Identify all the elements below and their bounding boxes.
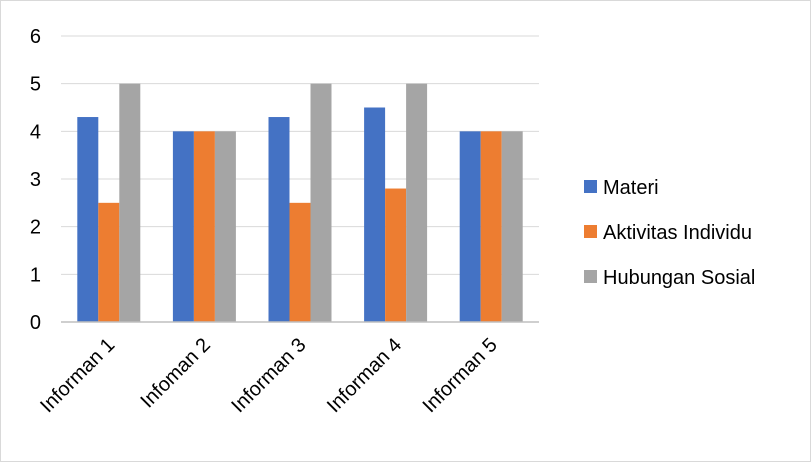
x-tick-label: Informan 5 <box>419 334 502 417</box>
bar <box>385 188 407 322</box>
legend-swatch <box>584 180 597 193</box>
bar <box>406 83 428 323</box>
bar <box>364 107 386 322</box>
bar <box>98 202 120 322</box>
y-tick-label: 4 <box>30 121 41 143</box>
x-tick-label: Informan 1 <box>36 334 119 417</box>
x-tick-label: Informan 4 <box>323 334 406 417</box>
legend-label: Materi <box>603 177 659 199</box>
bar <box>501 131 523 322</box>
bar <box>193 131 215 322</box>
bar <box>310 83 332 323</box>
y-tick-label: 0 <box>30 312 41 334</box>
legend-swatch <box>584 225 597 238</box>
x-tick-label: Infoman 2 <box>136 334 214 412</box>
bar <box>214 131 236 322</box>
y-tick-label: 2 <box>30 217 41 239</box>
bar <box>172 131 194 322</box>
bar <box>268 117 290 323</box>
bars <box>77 83 523 323</box>
y-tick-label: 3 <box>30 169 41 191</box>
bar <box>459 131 481 322</box>
legend-swatch <box>584 270 597 283</box>
y-tick-label: 1 <box>30 264 41 286</box>
legend: Materi Aktivitas Individu Hubungan Sosial <box>584 177 755 289</box>
y-tick-label: 6 <box>30 26 41 48</box>
x-tick-label: Informan 3 <box>227 334 310 417</box>
bar <box>119 83 141 323</box>
legend-label: Hubungan Sosial <box>603 267 755 289</box>
bar <box>77 117 99 323</box>
bar <box>480 131 502 322</box>
y-tick-label: 5 <box>30 74 41 96</box>
gridlines <box>61 35 539 275</box>
y-tick-labels: 0 1 2 3 4 5 6 <box>30 26 41 334</box>
bar <box>289 202 311 322</box>
legend-label: Aktivitas Individu <box>603 222 752 244</box>
